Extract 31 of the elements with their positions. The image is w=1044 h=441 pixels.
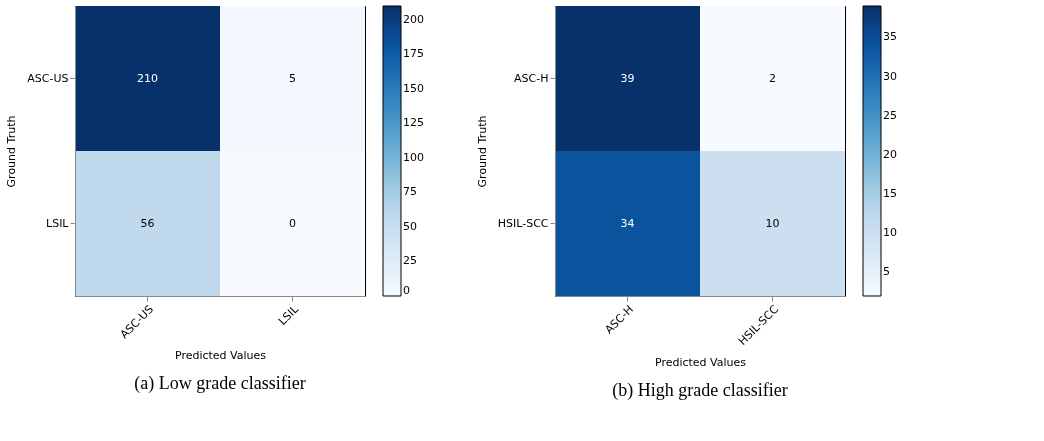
color-bar-label: 15 [883,187,897,201]
color-bar-label: 5 [883,265,890,279]
color-bar-label: 200 [403,12,424,26]
data-label: 5 [289,71,296,85]
color-bar-label: 30 [883,69,897,83]
color-bar-label: 100 [403,150,424,164]
color-bar-label: 0 [403,284,410,297]
color-bar-label: 20 [883,147,897,161]
data-label: 39 [620,71,635,85]
color-bar-label: 35 [883,30,897,44]
data-label: 10 [765,216,780,230]
data-label: 0 [289,216,296,230]
text: (b) High grade classifier [612,379,788,401]
y-axis-title: Ground Truth [475,115,489,188]
color-bar-label: 25 [403,254,417,268]
x-tick-label: LSIL [275,302,302,328]
color-bar-label: 75 [403,185,417,199]
data-label: 34 [620,216,635,230]
color-bar-label: 175 [403,47,424,61]
y-axis-title: Ground Truth [5,115,19,188]
data-label: 210 [137,71,158,85]
color-bar-label: 150 [403,81,424,95]
x-axis-title: Predicted Values [654,356,747,370]
x-axis-title: Predicted Values [174,349,267,363]
color-bar-label: 10 [883,226,897,240]
text: (a) Low grade classifier [134,372,306,394]
data-label: 2 [769,71,776,85]
color-bar-label: 125 [403,116,424,130]
data-label: 56 [140,216,155,230]
color-bar-label: 25 [883,108,897,122]
color-bar-label: 50 [403,219,417,233]
